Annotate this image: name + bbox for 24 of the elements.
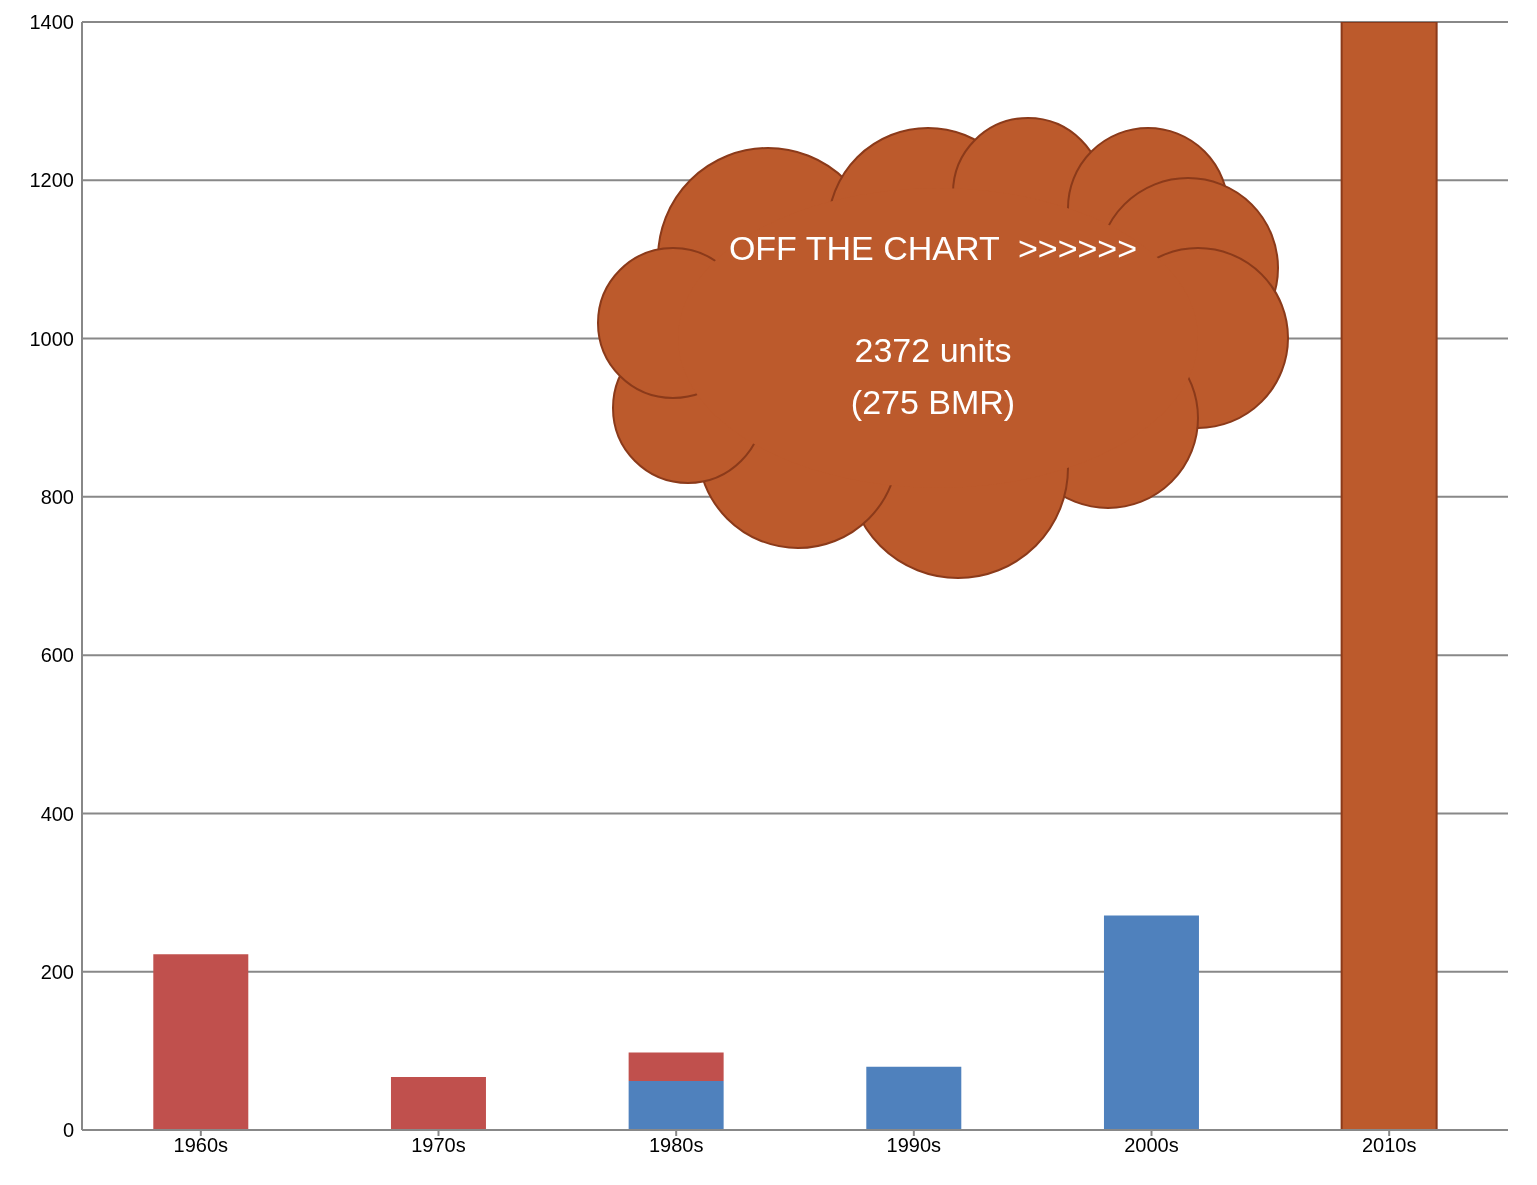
y-tick-label: 200	[40, 960, 74, 983]
bar	[628, 1052, 724, 1081]
y-tick-label: 1200	[29, 169, 74, 192]
bar	[628, 1080, 724, 1130]
y-tick-label: 800	[40, 485, 74, 508]
x-tick-label: 1960s	[173, 1134, 229, 1157]
y-tick-label: 600	[40, 644, 74, 667]
x-tick-label: 1990s	[886, 1134, 942, 1157]
y-tick-label: 1400	[29, 11, 74, 34]
annotation: OFF THE CHART >>>>>>	[728, 229, 1138, 267]
x-tick-label: 1980s	[648, 1134, 704, 1157]
x-tick-label: 1970s	[411, 1134, 466, 1157]
y-tick-label: 0	[62, 1119, 74, 1142]
x-tick-label: 2010s	[1361, 1134, 1417, 1157]
bar	[390, 1076, 486, 1130]
bar	[153, 954, 249, 1130]
bar	[1103, 915, 1199, 1130]
annotation: (275 BMR)	[850, 383, 1016, 421]
y-tick-label: 400	[40, 802, 74, 825]
y-tick-label: 1000	[29, 327, 74, 350]
bar	[1340, 22, 1438, 1130]
annotation: 2372 units	[854, 331, 1012, 369]
x-tick-label: 2000s	[1124, 1134, 1179, 1157]
bar	[866, 1066, 962, 1130]
